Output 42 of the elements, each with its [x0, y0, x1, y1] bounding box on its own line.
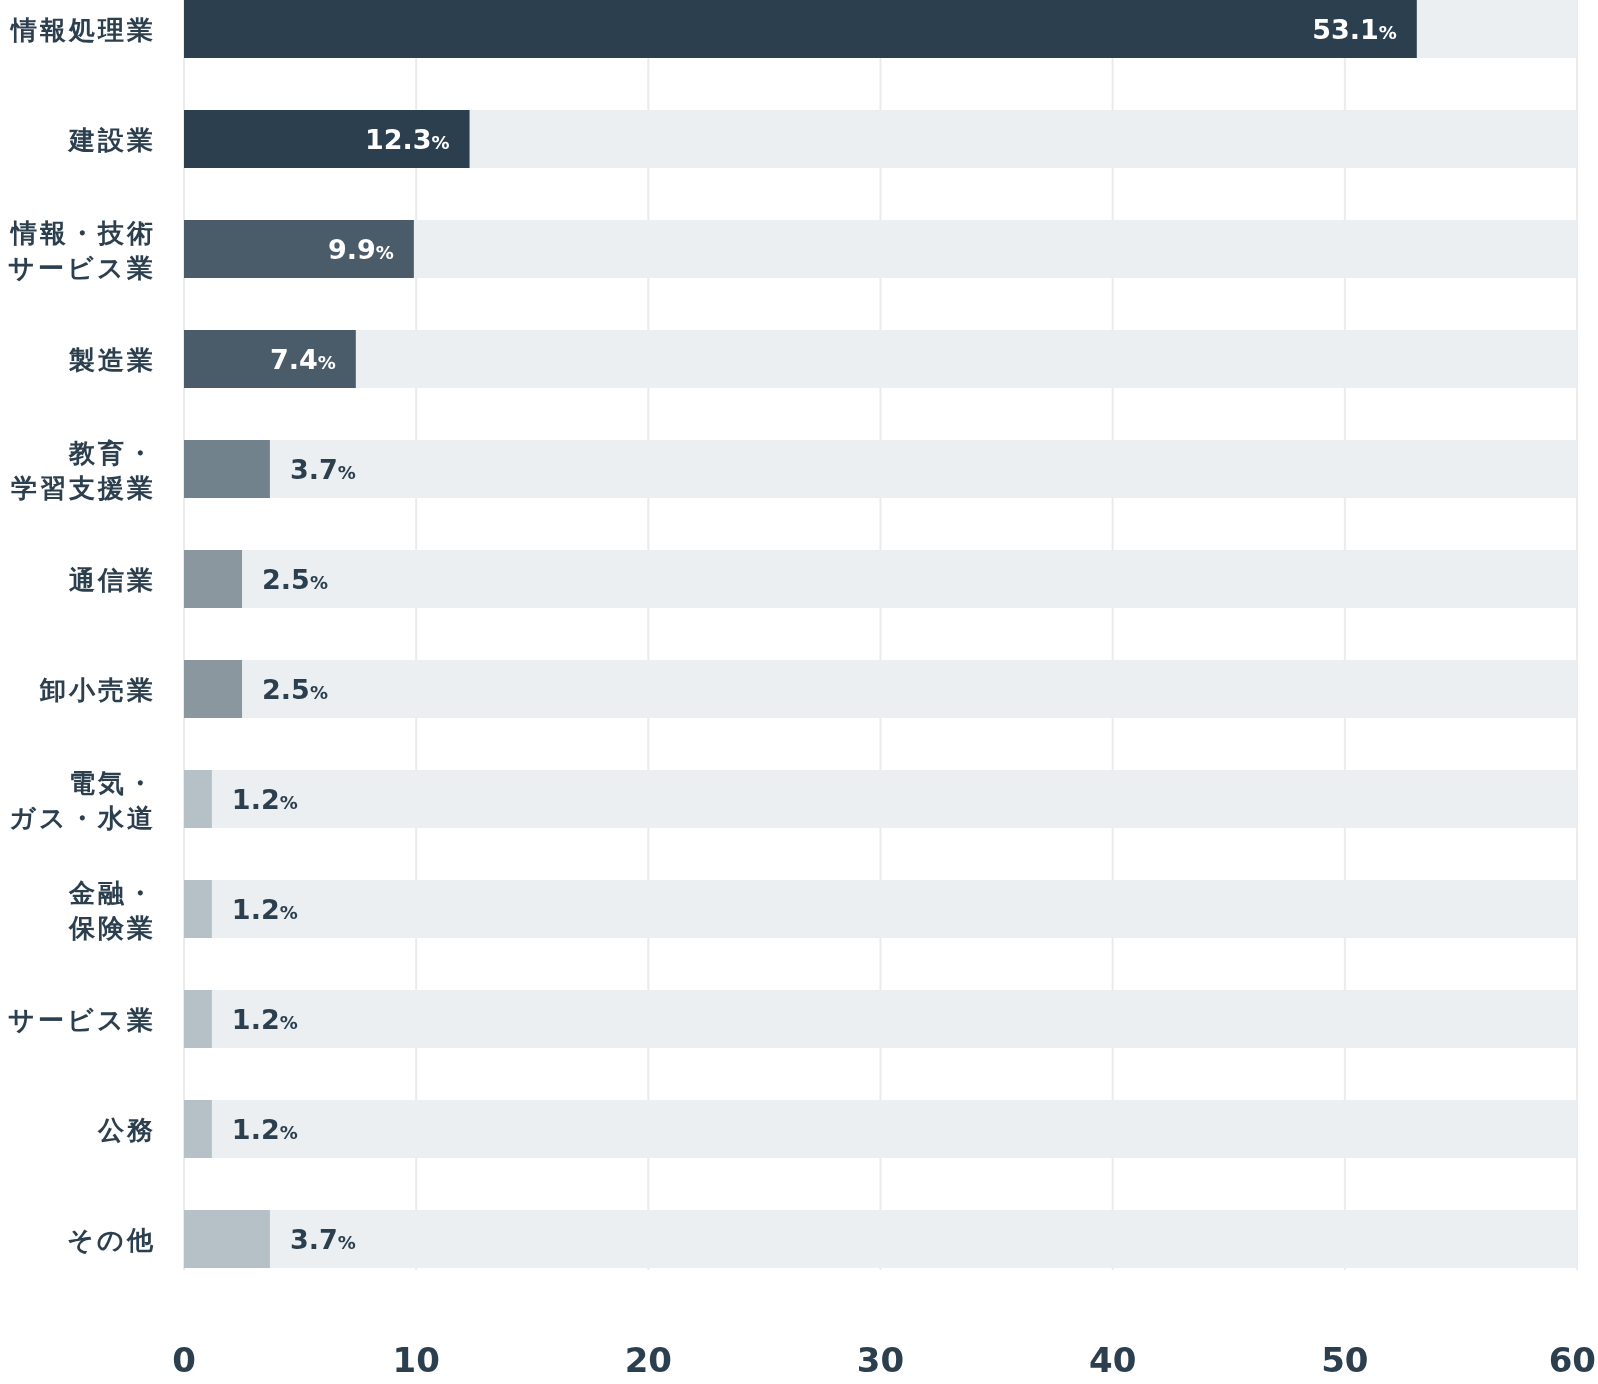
- y-tick-label: 電気・ガス・水道: [9, 767, 156, 833]
- bar: [184, 880, 212, 938]
- bar: [184, 550, 243, 608]
- data-label: 3.7%: [289, 1224, 356, 1255]
- x-tick-label: 50: [1321, 1340, 1369, 1380]
- y-tick-label: サービス業: [8, 1005, 156, 1035]
- y-tick-label: 通信業: [69, 565, 156, 595]
- x-tick-label: 60: [1548, 1340, 1596, 1380]
- bar: [184, 330, 356, 388]
- y-tick-label: 製造業: [68, 345, 156, 375]
- x-tick-label: 0: [172, 1340, 196, 1380]
- x-tick-label: 20: [624, 1340, 672, 1380]
- bar: [184, 1210, 270, 1268]
- bar: [184, 1100, 212, 1158]
- data-label: 7.4%: [269, 344, 336, 375]
- y-tick-label: 卸小売業: [39, 675, 156, 705]
- y-tick-label: 公務: [97, 1115, 156, 1145]
- data-label: 2.5%: [262, 674, 328, 705]
- bar: [184, 220, 414, 278]
- x-tick-label: 10: [392, 1340, 440, 1380]
- bar: [184, 770, 212, 828]
- y-tick-label: 教育・学習支援業: [11, 437, 156, 503]
- data-label: 1.2%: [231, 1114, 298, 1145]
- data-label: 12.3%: [364, 124, 450, 155]
- data-label: 3.7%: [289, 454, 356, 485]
- bar: [184, 990, 212, 1048]
- y-tick-label: 情報処理業: [9, 15, 156, 45]
- data-label: 53.1%: [1312, 14, 1397, 45]
- bar: [184, 440, 270, 498]
- data-label: 2.5%: [262, 564, 328, 595]
- x-tick-label: 30: [856, 1340, 905, 1380]
- y-tick-label: 建設業: [67, 125, 156, 155]
- data-label: 9.9%: [327, 234, 394, 265]
- y-tick-label: その他: [67, 1225, 156, 1255]
- data-label: 1.2%: [231, 1004, 298, 1035]
- y-tick-label: 情報・技術サービス業: [8, 217, 156, 283]
- bar: [184, 660, 243, 718]
- data-label: 1.2%: [231, 784, 298, 815]
- y-tick-label: 金融・保険業: [68, 877, 156, 943]
- x-tick-label: 40: [1089, 1340, 1137, 1380]
- data-label: 1.2%: [231, 894, 298, 925]
- bar: [184, 110, 470, 168]
